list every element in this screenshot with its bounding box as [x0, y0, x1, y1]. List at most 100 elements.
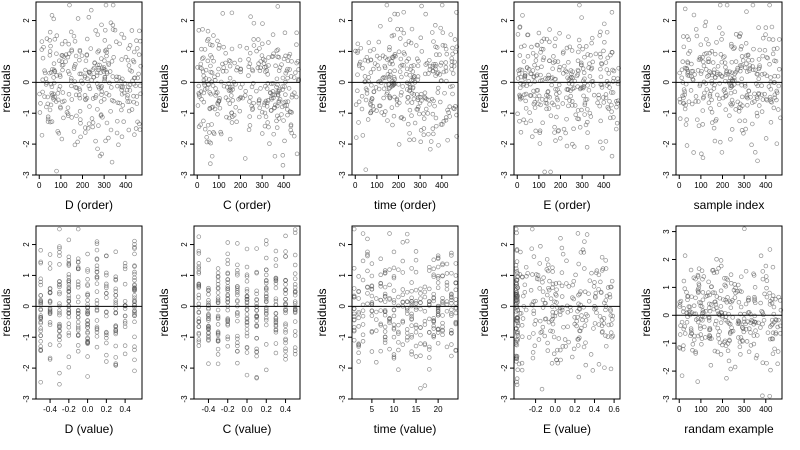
data-point: [724, 93, 729, 98]
data-point: [215, 352, 221, 357]
data-point: [94, 276, 100, 281]
data-point: [196, 304, 202, 310]
data-point: [215, 112, 220, 117]
data-point: [391, 327, 397, 332]
data-point: [414, 92, 420, 97]
data-point: [382, 337, 388, 343]
data-point: [66, 298, 72, 304]
data-point: [215, 282, 221, 287]
data-point: [739, 274, 744, 279]
data-point: [273, 248, 279, 254]
data-point: [533, 58, 539, 63]
data-point: [369, 308, 375, 314]
data-point: [257, 46, 262, 51]
data-point: [450, 91, 455, 97]
data-point: [75, 266, 81, 272]
x-tick-label: 400: [597, 181, 611, 190]
data-point: [65, 105, 71, 110]
data-point: [71, 66, 77, 71]
data-point: [396, 49, 402, 55]
data-point: [679, 373, 685, 378]
data-point: [111, 55, 116, 60]
data-point: [69, 76, 74, 81]
data-point: [719, 150, 725, 155]
data-point: [577, 328, 582, 333]
data-point: [702, 314, 707, 319]
data-point: [693, 27, 699, 32]
data-point: [206, 36, 211, 42]
data-point: [525, 65, 530, 71]
data-point: [730, 315, 735, 320]
data-point: [678, 323, 683, 328]
data-point: [743, 126, 748, 132]
data-point: [773, 331, 778, 337]
data-point: [260, 131, 265, 136]
data-point: [739, 82, 744, 88]
data-point: [768, 97, 773, 102]
data-point: [536, 337, 542, 342]
data-point: [132, 357, 137, 363]
data-point: [61, 115, 66, 121]
data-point: [722, 282, 727, 288]
data-point: [546, 106, 552, 111]
data-point: [276, 68, 282, 73]
data-point: [213, 86, 218, 91]
data-point: [225, 261, 230, 267]
data-point: [533, 128, 538, 134]
data-point: [378, 297, 383, 303]
data-point: [433, 66, 438, 72]
data-point: [724, 376, 729, 381]
data-point: [110, 74, 115, 79]
data-point: [575, 337, 580, 342]
data-point: [571, 85, 577, 91]
data-point: [38, 321, 43, 326]
scatter-points: [351, 226, 459, 391]
data-point: [280, 153, 286, 158]
data-point: [718, 288, 724, 294]
data-point: [196, 339, 202, 345]
data-point: [435, 70, 441, 75]
data-point: [543, 97, 549, 103]
data-point: [716, 336, 721, 341]
x-tick-label: 300: [255, 181, 269, 190]
data-point: [235, 286, 240, 291]
data-point: [206, 335, 211, 340]
data-point: [59, 63, 65, 68]
data-point: [438, 122, 444, 127]
data-point: [365, 236, 370, 242]
data-point: [757, 63, 762, 68]
data-point: [374, 53, 380, 59]
data-point: [384, 2, 390, 8]
data-point: [398, 56, 404, 62]
data-point: [770, 351, 776, 357]
data-point: [440, 295, 445, 301]
data-point: [515, 76, 521, 81]
data-point: [38, 101, 43, 106]
data-point: [51, 67, 57, 73]
data-point: [572, 315, 577, 320]
data-point: [568, 88, 573, 93]
data-point: [382, 284, 388, 290]
data-point: [235, 292, 240, 298]
data-point: [727, 331, 733, 336]
data-point: [122, 351, 128, 357]
data-point: [112, 27, 118, 33]
data-point: [382, 299, 388, 304]
data-point: [427, 264, 432, 270]
data-point: [135, 46, 140, 51]
data-point: [545, 89, 551, 94]
data-point: [94, 281, 100, 286]
data-point: [705, 59, 711, 65]
data-point: [546, 72, 551, 78]
data-point: [267, 141, 272, 146]
data-point: [264, 297, 269, 302]
data-point: [355, 48, 360, 54]
data-point: [366, 40, 372, 45]
data-point: [543, 316, 549, 322]
data-point: [409, 266, 414, 271]
data-point: [400, 84, 405, 89]
data-point: [551, 60, 556, 66]
data-point: [428, 139, 434, 144]
data-point: [409, 314, 414, 319]
